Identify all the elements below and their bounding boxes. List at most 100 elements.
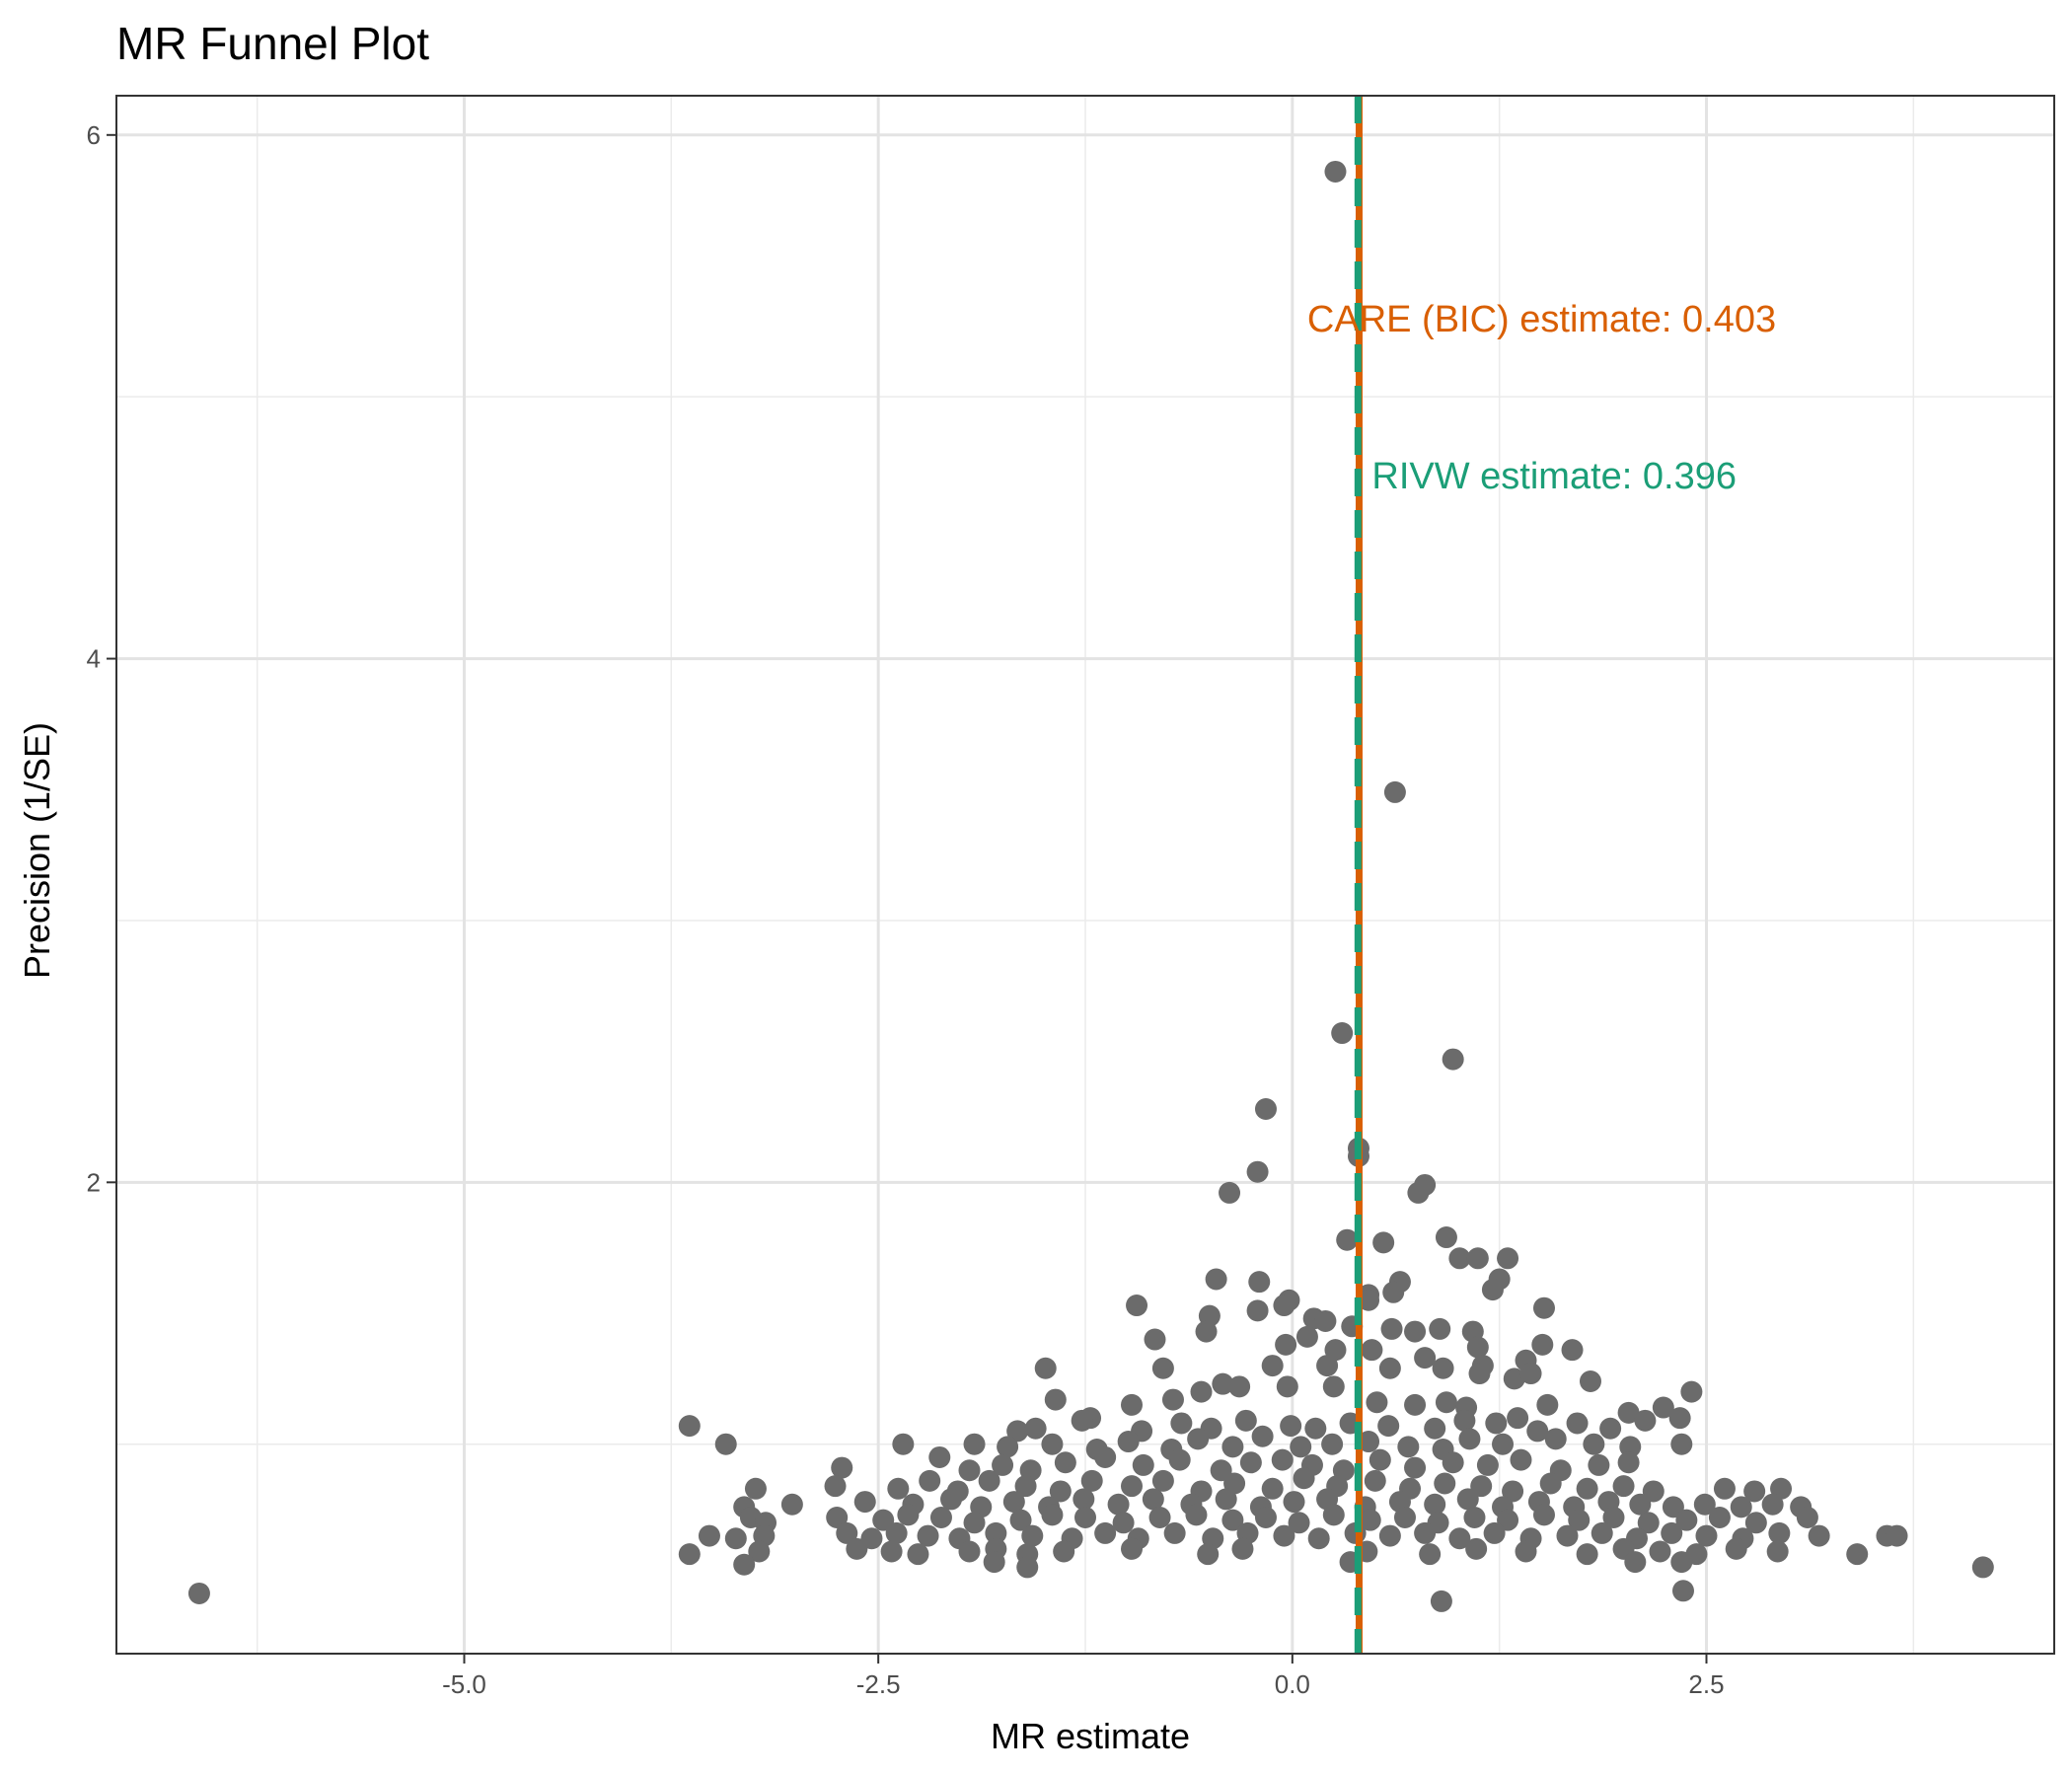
data-point (928, 1445, 951, 1468)
data-point (1670, 1433, 1693, 1455)
data-point (1670, 1551, 1693, 1574)
data-point (1049, 1480, 1072, 1503)
data-point (983, 1551, 1005, 1574)
data-point (1024, 1417, 1047, 1440)
data-point (1372, 1231, 1395, 1254)
data-point (1404, 1320, 1427, 1343)
data-point (1661, 1521, 1683, 1544)
data-point (1429, 1317, 1451, 1340)
data-point (1414, 1521, 1437, 1544)
data-point (1761, 1493, 1784, 1516)
data-point (1708, 1507, 1731, 1529)
data-point (1148, 1507, 1171, 1529)
data-point (1187, 1428, 1210, 1450)
data-point (1034, 1357, 1057, 1379)
data-point (1283, 1491, 1305, 1514)
data-point (1695, 1524, 1718, 1547)
data-point (1744, 1512, 1767, 1534)
data-point (1519, 1363, 1542, 1385)
data-point (1466, 1336, 1489, 1359)
data-point (1768, 1521, 1791, 1544)
data-point (1424, 1493, 1446, 1516)
data-point (907, 1543, 929, 1566)
data-point (1261, 1477, 1284, 1500)
data-point (1432, 1357, 1454, 1379)
reference-labels: CARE (BIC) estimate: 0.403 RIVW estimate:… (1307, 299, 1776, 497)
data-point (1383, 780, 1406, 803)
data-point (919, 1469, 941, 1492)
data-point (1617, 1451, 1640, 1474)
data-point (1231, 1537, 1254, 1560)
data-point (678, 1543, 701, 1566)
data-point (1481, 1279, 1504, 1301)
data-point (1463, 1507, 1486, 1529)
data-point (1221, 1436, 1244, 1458)
data-point (1649, 1540, 1671, 1563)
data-point (1271, 1448, 1294, 1471)
data-point (1074, 1507, 1096, 1529)
data-point (1466, 1247, 1489, 1270)
data-point (1121, 1475, 1144, 1498)
data-point (940, 1488, 963, 1511)
data-point (1002, 1491, 1025, 1514)
data-point (1121, 1393, 1144, 1416)
data-point (1730, 1496, 1752, 1518)
data-point (1526, 1420, 1549, 1443)
data-point (992, 1453, 1014, 1476)
data-point (1273, 1524, 1295, 1547)
data-point (1713, 1477, 1736, 1500)
data-point (1497, 1247, 1519, 1270)
data-point (853, 1491, 876, 1514)
data-point (846, 1537, 868, 1560)
x-axis: -5.0 -2.5 0.0 2.5 (442, 1654, 1725, 1699)
data-point (1117, 1431, 1140, 1453)
data-point (1261, 1355, 1284, 1377)
data-point (1539, 1472, 1562, 1495)
data-point (1442, 1451, 1464, 1474)
data-point (1121, 1537, 1144, 1560)
data-point (1094, 1521, 1117, 1544)
data-point (1228, 1375, 1251, 1398)
data-point (1617, 1401, 1640, 1424)
y-axis: 2 4 6 (87, 120, 116, 1197)
data-point (1583, 1433, 1605, 1455)
data-point (1407, 1181, 1430, 1204)
data-point (1468, 1363, 1491, 1385)
data-point (1576, 1543, 1598, 1566)
data-point (1254, 1507, 1277, 1529)
y-tick-label: 2 (87, 1167, 101, 1197)
data-point (1254, 1098, 1277, 1121)
data-point (958, 1459, 981, 1482)
data-point (1221, 1509, 1244, 1531)
data-point (1532, 1296, 1555, 1319)
reference-lines (1354, 96, 1363, 1654)
data-point (1094, 1445, 1117, 1468)
data-point (1358, 1431, 1380, 1453)
data-point (1014, 1475, 1037, 1498)
data-point (1515, 1540, 1537, 1563)
data-point (963, 1512, 986, 1534)
data-point (1290, 1436, 1312, 1458)
data-point (1251, 1425, 1274, 1447)
data-point (714, 1433, 737, 1455)
data-point (1483, 1521, 1506, 1544)
data-point (1693, 1493, 1716, 1516)
data-point (1624, 1551, 1647, 1574)
data-point (1435, 1226, 1457, 1249)
data-point (1393, 1507, 1416, 1529)
data-point (1652, 1396, 1674, 1419)
y-axis-title: Precision (1/SE) (17, 722, 57, 979)
data-point (1434, 1472, 1456, 1495)
data-point (1112, 1512, 1135, 1534)
data-point (1336, 1228, 1359, 1251)
data-point (1637, 1512, 1660, 1534)
data-point (1536, 1393, 1559, 1416)
data-point (733, 1553, 756, 1576)
data-point (780, 1493, 803, 1516)
data-point (1456, 1488, 1479, 1511)
x-tick-label: 0.0 (1275, 1669, 1310, 1699)
data-point (1680, 1380, 1703, 1403)
data-point (1507, 1407, 1529, 1430)
data-point (1629, 1493, 1652, 1516)
